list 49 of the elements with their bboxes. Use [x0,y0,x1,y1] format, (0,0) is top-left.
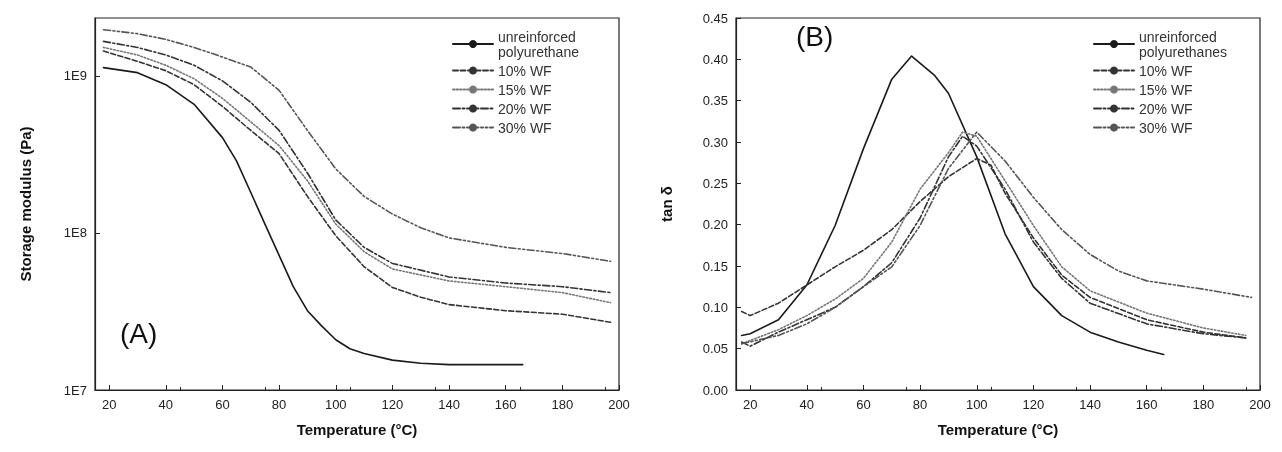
x-axis-title: Temperature (°C) [296,421,418,438]
y-axis-title: tan δ [658,186,675,222]
y-tick-label: 1E7 [63,382,87,398]
y-tick-label: 0.25 [702,175,728,191]
y-tick-label: 0.00 [702,382,728,398]
y-tick-label: 0.30 [702,134,728,150]
y-tick-label: 0.40 [702,51,728,67]
legend-label: unreinforced polyurethanes [1139,28,1227,60]
y-tick-label: 0.05 [702,341,728,357]
legend-label: 10% WF [498,62,552,79]
legend-label: 20% WF [1139,100,1193,117]
y-tick-label: 1E9 [63,68,87,84]
y-tick-label: 0.15 [702,258,728,274]
legend-label: 30% WF [1139,119,1193,136]
x-tick-label: 20 [742,397,758,412]
legend-label: 15% WF [1139,81,1193,98]
x-tick-label: 100 [965,397,988,412]
annotation: (A) [120,317,158,349]
y-axis-title: Storage modulus (Pa) [17,126,34,282]
x-tick-label: 80 [912,397,928,412]
x-tick-label: 120 [381,397,404,412]
y-tick-label: 0.35 [702,93,728,109]
annotation: (B) [796,20,834,52]
x-tick-label: 120 [1022,397,1045,412]
legend-label: unreinforced polyurethane [498,28,580,60]
x-tick-label: 140 [438,397,460,412]
x-tick-label: 180 [1192,397,1215,412]
x-tick-label: 20 [101,397,117,412]
y-tick-label: 1E8 [63,225,87,241]
legend-label: 15% WF [498,81,552,98]
legend-label: 10% WF [1139,62,1193,79]
x-tick-label: 200 [1249,397,1271,412]
x-tick-label: 60 [215,397,230,412]
x-tick-label: 140 [1079,397,1101,412]
x-tick-label: 40 [799,397,815,412]
x-tick-label: 80 [271,397,287,412]
x-tick-label: 60 [856,397,871,412]
x-tick-label: 40 [158,397,174,412]
x-tick-label: 180 [551,397,574,412]
x-tick-label: 160 [494,397,517,412]
x-tick-label: 200 [608,397,630,412]
x-axis-title: Temperature (°C) [937,421,1059,438]
x-tick-label: 160 [1135,397,1158,412]
x-tick-label: 100 [324,397,347,412]
y-tick-label: 0.10 [702,299,728,315]
y-tick-label: 0.20 [702,217,728,233]
y-tick-label: 0.45 [702,10,728,26]
legend-label: 20% WF [498,100,552,117]
legend-label: 30% WF [498,119,552,136]
